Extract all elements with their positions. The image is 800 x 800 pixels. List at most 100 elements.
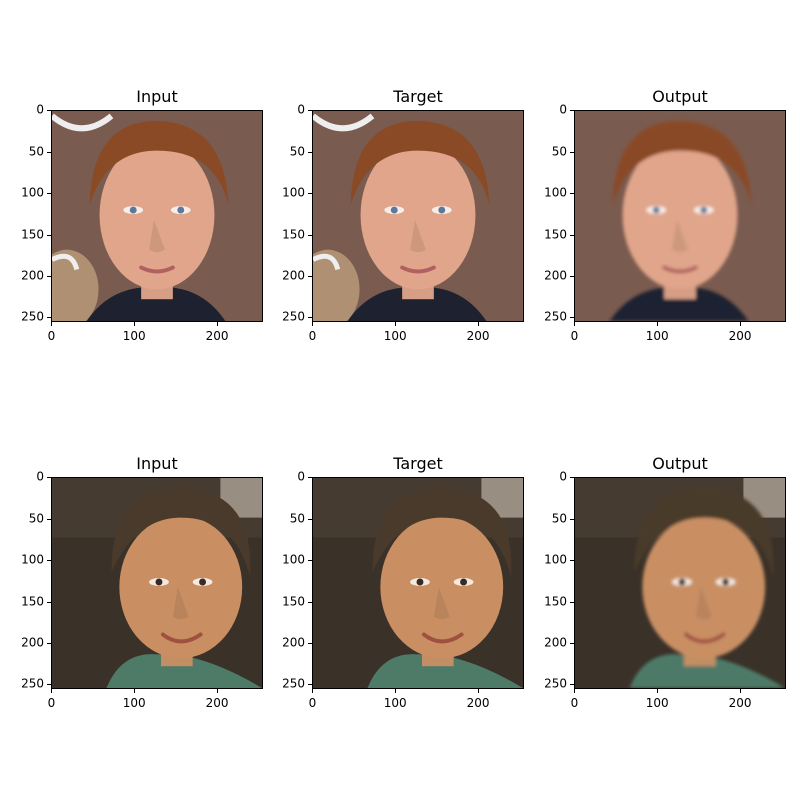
y-tick — [570, 234, 574, 236]
x-tick — [574, 689, 576, 693]
x-tick — [740, 689, 742, 693]
y-tick — [570, 151, 574, 153]
x-tick-label: 100 — [122, 696, 146, 710]
y-tick-label: 50 — [551, 144, 567, 159]
y-tick-label: 200 — [282, 268, 305, 283]
x-tick-label: 0 — [570, 696, 579, 710]
y-tick — [47, 110, 51, 112]
x-tick — [740, 322, 742, 326]
y-tick-label: 100 — [282, 185, 305, 200]
x-tick — [574, 322, 576, 326]
x-tick — [657, 322, 659, 326]
y-tick — [308, 234, 312, 236]
y-tick — [308, 518, 312, 520]
panel-title: Target — [393, 87, 443, 106]
x-tick-label: 100 — [645, 329, 669, 343]
y-tick — [570, 560, 574, 562]
y-tick-label: 100 — [21, 185, 44, 200]
x-tick-label: 0 — [308, 696, 317, 710]
y-tick-label: 250 — [282, 676, 305, 691]
x-tick-label: 0 — [47, 329, 56, 343]
y-tick-label: 0 — [297, 469, 305, 484]
x-tick — [134, 322, 136, 326]
x-tick-label: 200 — [466, 329, 490, 343]
y-tick — [47, 151, 51, 153]
y-tick — [47, 193, 51, 195]
x-tick-label: 0 — [47, 696, 56, 710]
y-tick — [47, 477, 51, 479]
y-tick — [47, 317, 51, 319]
face-image — [51, 477, 263, 689]
x-tick-label: 100 — [383, 329, 407, 343]
face-image — [51, 110, 263, 322]
x-tick — [478, 322, 480, 326]
y-tick — [47, 560, 51, 562]
panel-title: Output — [652, 454, 708, 473]
y-tick-label: 150 — [21, 594, 44, 609]
y-tick-label: 250 — [544, 309, 567, 324]
y-tick-label: 250 — [21, 309, 44, 324]
x-tick-label: 200 — [728, 696, 752, 710]
y-tick-label: 100 — [21, 552, 44, 567]
y-tick — [47, 276, 51, 278]
y-tick-label: 200 — [21, 268, 44, 283]
y-tick-label: 200 — [282, 635, 305, 650]
y-tick-label: 100 — [544, 552, 567, 567]
y-tick — [47, 518, 51, 520]
y-tick-label: 200 — [21, 635, 44, 650]
y-tick-label: 150 — [544, 594, 567, 609]
y-tick — [308, 560, 312, 562]
y-tick — [47, 234, 51, 236]
x-tick-label: 100 — [122, 329, 146, 343]
face-image — [312, 110, 524, 322]
panel-title: Input — [136, 87, 178, 106]
x-tick — [51, 322, 53, 326]
y-tick-label: 0 — [559, 102, 567, 117]
y-tick — [570, 193, 574, 195]
y-tick — [47, 684, 51, 686]
x-tick — [217, 689, 219, 693]
x-tick — [312, 689, 314, 693]
y-tick — [570, 276, 574, 278]
face-image — [574, 477, 786, 689]
x-tick — [395, 322, 397, 326]
x-tick-label: 0 — [308, 329, 317, 343]
x-tick-label: 0 — [570, 329, 579, 343]
y-tick-label: 0 — [297, 102, 305, 117]
y-tick — [570, 477, 574, 479]
x-tick-label: 200 — [205, 696, 229, 710]
y-tick-label: 200 — [544, 268, 567, 283]
y-tick-label: 50 — [551, 511, 567, 526]
y-tick — [308, 317, 312, 319]
x-tick-label: 200 — [728, 329, 752, 343]
x-tick-label: 200 — [205, 329, 229, 343]
y-tick-label: 0 — [559, 469, 567, 484]
y-tick — [570, 643, 574, 645]
panel-title: Target — [393, 454, 443, 473]
y-tick-label: 0 — [36, 469, 44, 484]
x-tick — [478, 689, 480, 693]
panel-title: Output — [652, 87, 708, 106]
y-tick-label: 150 — [544, 227, 567, 242]
y-tick — [570, 317, 574, 319]
y-tick — [308, 643, 312, 645]
y-tick-label: 0 — [36, 102, 44, 117]
y-tick — [570, 684, 574, 686]
y-tick — [47, 643, 51, 645]
y-tick-label: 50 — [289, 511, 305, 526]
y-tick — [570, 518, 574, 520]
y-tick — [308, 601, 312, 603]
y-tick-label: 50 — [28, 511, 44, 526]
face-image — [312, 477, 524, 689]
y-tick — [570, 601, 574, 603]
y-tick — [308, 477, 312, 479]
x-tick — [657, 689, 659, 693]
x-tick — [312, 322, 314, 326]
y-tick-label: 250 — [544, 676, 567, 691]
y-tick-label: 150 — [282, 227, 305, 242]
y-tick-label: 100 — [282, 552, 305, 567]
y-tick-label: 50 — [289, 144, 305, 159]
y-tick — [308, 110, 312, 112]
y-tick-label: 250 — [21, 676, 44, 691]
x-tick — [217, 322, 219, 326]
